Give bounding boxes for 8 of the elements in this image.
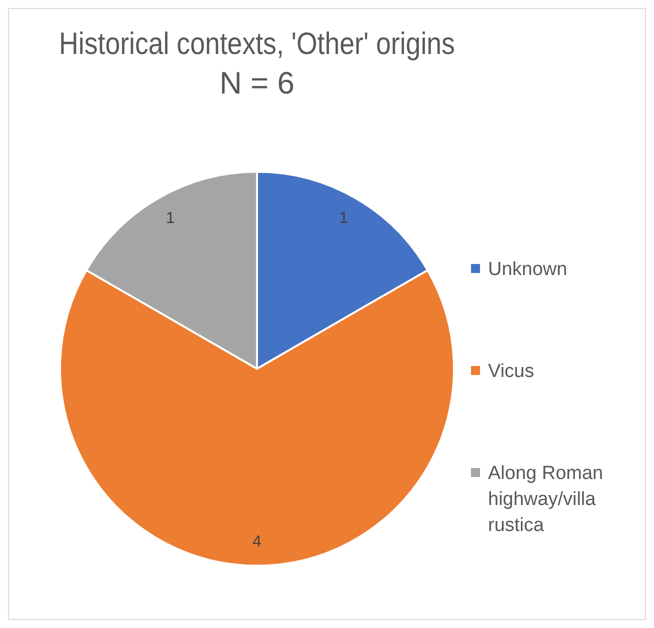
chart-title: Historical contexts, 'Other' origins: [59, 27, 455, 62]
data-label: 1: [166, 210, 175, 227]
legend-label: Unknown: [488, 258, 568, 282]
data-label: 4: [252, 533, 262, 550]
data-label: 1: [339, 210, 348, 227]
legend-label: Along Roman highway/villa rustica: [488, 462, 604, 538]
legend-label: Vicus: [488, 360, 534, 384]
chart-subtitle: N = 6: [220, 65, 294, 100]
